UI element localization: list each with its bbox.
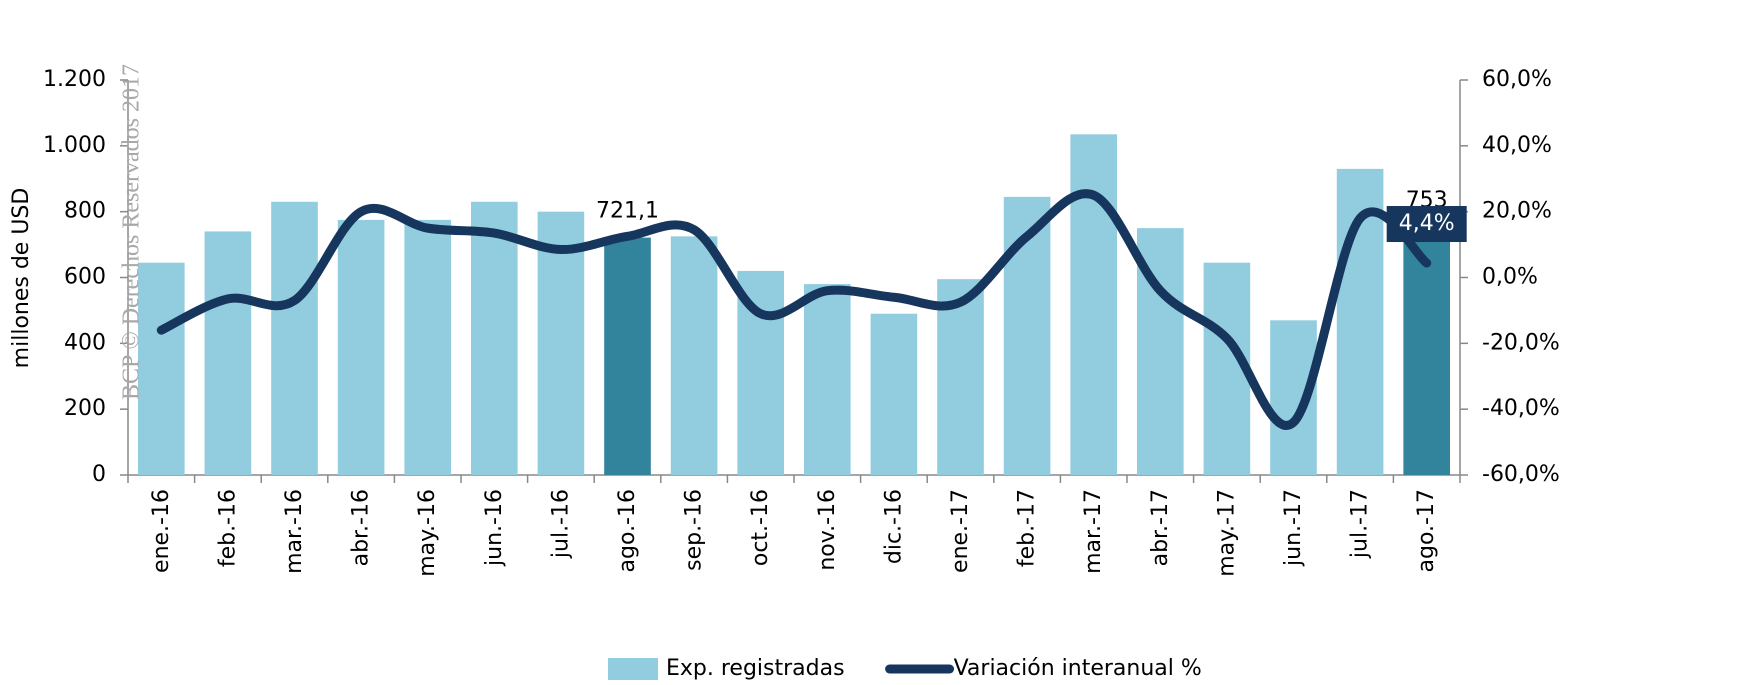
x-tick-label: ago.-16 xyxy=(615,489,640,572)
y-tick-label: 800 xyxy=(64,199,106,224)
y-tick-label: 600 xyxy=(64,265,106,290)
x-tick-label: nov.-16 xyxy=(815,489,840,571)
y2-tick-label: 40,0% xyxy=(1482,133,1552,158)
x-tick-label: dic.-16 xyxy=(881,489,906,564)
bar xyxy=(937,279,984,475)
y-tick-label: 0 xyxy=(92,462,106,487)
y2-tick-label: 20,0% xyxy=(1482,199,1552,224)
bar xyxy=(470,201,518,475)
x-tick-label: jul.-16 xyxy=(548,489,573,559)
bar xyxy=(604,237,651,475)
bar xyxy=(137,262,185,475)
legend-label: Variación interanual % xyxy=(954,656,1202,681)
x-tick-label: jul.-17 xyxy=(1348,489,1373,559)
y-tick-label: 400 xyxy=(64,330,106,355)
y-axis-label: millones de USD xyxy=(9,188,34,369)
y2-tick-label: 60,0% xyxy=(1482,67,1552,92)
y-tick-label: 1.000 xyxy=(43,133,106,158)
y2-tick-label: -20,0% xyxy=(1482,330,1560,355)
data-label: 4,4% xyxy=(1399,211,1455,236)
x-tick-label: jun.-16 xyxy=(482,489,507,567)
line xyxy=(156,189,1432,430)
watermark: BCP © Derechos Reservados 2017 xyxy=(119,64,145,400)
data-label-box xyxy=(1386,206,1467,243)
x-tick-label: jun.-17 xyxy=(1281,489,1306,567)
bar xyxy=(1003,196,1051,475)
bar xyxy=(271,201,318,475)
x-tick-label: mar.-17 xyxy=(1081,489,1106,574)
x-tick-label: ago.-17 xyxy=(1414,489,1439,572)
legend-label: Exp. registradas xyxy=(666,656,845,681)
y2-tick-label: -40,0% xyxy=(1482,396,1560,421)
bar xyxy=(537,211,585,475)
x-tick-label: ene.-16 xyxy=(149,489,174,573)
bar xyxy=(404,219,452,475)
x-tick-label: feb.-16 xyxy=(215,489,240,567)
bar xyxy=(337,219,385,475)
bar xyxy=(1070,134,1118,475)
x-tick-label: abr.-16 xyxy=(349,489,374,566)
bar xyxy=(1403,227,1451,475)
x-tick-label: may.-16 xyxy=(415,489,440,577)
bar xyxy=(803,284,851,475)
x-tick-label: mar.-16 xyxy=(282,489,307,574)
x-tick-label: ene.-17 xyxy=(948,489,973,573)
y2-tick-label: 0,0% xyxy=(1482,265,1538,290)
bar xyxy=(870,313,918,475)
x-tick-label: feb.-17 xyxy=(1015,489,1040,567)
y-tick-label: 1.200 xyxy=(43,67,106,92)
y2-tick-label: -60,0% xyxy=(1482,462,1560,487)
bar xyxy=(204,231,252,475)
legend-swatch xyxy=(608,658,658,680)
data-label: 721,1 xyxy=(596,199,659,224)
x-tick-label: may.-17 xyxy=(1214,489,1239,577)
x-tick-label: sep.-16 xyxy=(682,489,707,571)
x-tick-label: abr.-17 xyxy=(1148,489,1173,566)
x-tick-label: oct.-16 xyxy=(748,489,773,566)
bar xyxy=(670,236,718,475)
y-tick-label: 200 xyxy=(64,396,106,421)
